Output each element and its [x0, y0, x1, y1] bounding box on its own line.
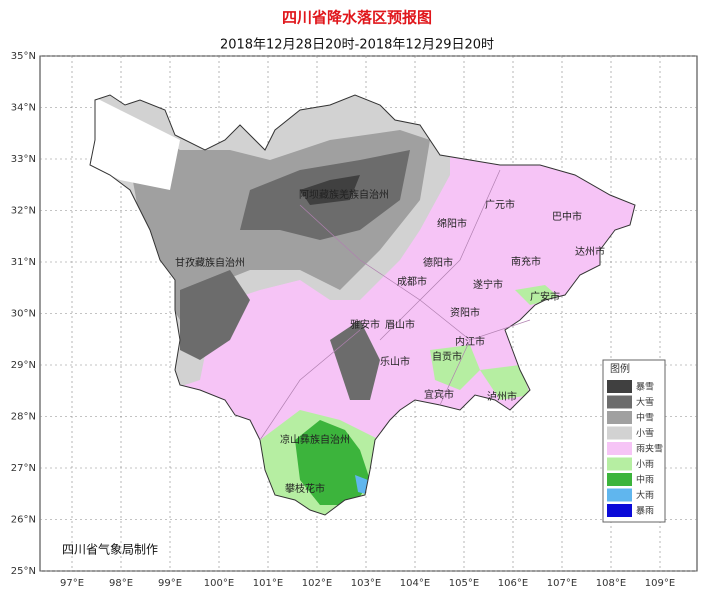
lat-label: 25°N [11, 566, 36, 577]
region-label: 自贡市 [432, 350, 462, 363]
region-label: 眉山市 [385, 318, 415, 331]
title: 四川省降水落区预报图 [282, 9, 432, 27]
region-label: 广安市 [530, 290, 560, 303]
legend-swatch [607, 426, 632, 440]
lon-label: 109°E [645, 578, 675, 589]
region-label: 泸州市 [487, 390, 517, 403]
region-label: 巴中市 [552, 210, 582, 223]
moderate-rain-area [295, 420, 370, 505]
region-label: 德阳市 [423, 256, 453, 269]
legend-label: 中雨 [636, 474, 654, 486]
legend-swatch [607, 473, 632, 486]
blizzard-area [300, 175, 360, 205]
lat-label: 31°N [11, 257, 36, 268]
boundaries [259, 169, 531, 441]
region-label: 达州市 [575, 245, 605, 258]
lon-label: 108°E [596, 578, 626, 589]
light-rain-area [480, 365, 530, 400]
lon-label: 103°E [351, 578, 381, 589]
region-label: 乐山市 [380, 355, 410, 368]
region-label: 雅安市 [350, 318, 380, 331]
region-label: 凉山彝族自治州 [280, 433, 350, 446]
region-label: 阿坝藏族羌族自治州 [299, 188, 389, 201]
legend-swatch [607, 380, 632, 393]
legend-label: 暴雨 [636, 506, 654, 517]
legend-swatch [607, 504, 632, 517]
lon-label: 107°E [547, 578, 577, 589]
region-label: 资阳市 [450, 306, 480, 319]
heavy-snow-area [330, 320, 380, 400]
region-label: 成都市 [397, 275, 427, 288]
legend-label: 小雨 [636, 459, 654, 470]
credit: 四川省气象局制作 [62, 542, 158, 557]
lon-label: 102°E [302, 578, 332, 589]
lat-label: 35°N [11, 51, 36, 62]
legend-label: 暴雪 [636, 382, 654, 393]
light-rain-area [430, 345, 480, 390]
legend-label: 大雨 [636, 489, 654, 501]
lon-label: 105°E [449, 578, 479, 589]
region-label: 广元市 [485, 198, 515, 211]
lat-label: 34°N [11, 103, 36, 114]
legend-swatch [607, 395, 632, 409]
region-label: 攀枝花市 [285, 482, 325, 495]
legend-swatch [607, 457, 632, 471]
lon-label: 99°E [158, 578, 182, 589]
region-label: 内江市 [455, 335, 485, 348]
legend-swatch [607, 442, 632, 455]
lat-label: 30°N [11, 309, 36, 320]
lon-label: 104°E [400, 578, 430, 589]
region-label: 南充市 [511, 255, 541, 268]
lat-label: 28°N [11, 412, 36, 423]
no-precip-area [90, 95, 180, 190]
legend-swatch [607, 488, 632, 502]
region-label: 甘孜藏族自治州 [175, 256, 245, 269]
legend-label: 小雪 [636, 428, 654, 439]
legend-swatch [607, 411, 632, 424]
lon-label: 100°E [204, 578, 234, 589]
region-label: 遂宁市 [473, 278, 503, 291]
heavy-snow-area [180, 270, 250, 360]
lat-label: 32°N [11, 206, 36, 217]
lat-label: 27°N [11, 463, 36, 474]
lon-label: 98°E [109, 578, 133, 589]
lon-label: 97°E [60, 578, 84, 589]
lat-label: 26°N [11, 515, 36, 526]
lat-label: 29°N [11, 360, 36, 371]
legend-label: 中雪 [636, 412, 654, 424]
legend-label: 大雪 [636, 396, 654, 408]
legend-title: 图例 [610, 362, 630, 375]
lat-label: 33°N [11, 154, 36, 165]
labels: 35°N 34°N 33°N 32°N 31°N 30°N 29°N 28°N 27°N 26°N… [11, 51, 675, 589]
region-label: 宜宾市 [424, 388, 454, 401]
legend-label: 雨夹雪 [636, 443, 663, 455]
lon-label: 101°E [253, 578, 283, 589]
subtitle: 2018年12月28日20时-2018年12月29日20时 [220, 38, 494, 53]
region-label: 绵阳市 [437, 217, 467, 230]
lon-label: 106°E [498, 578, 528, 589]
